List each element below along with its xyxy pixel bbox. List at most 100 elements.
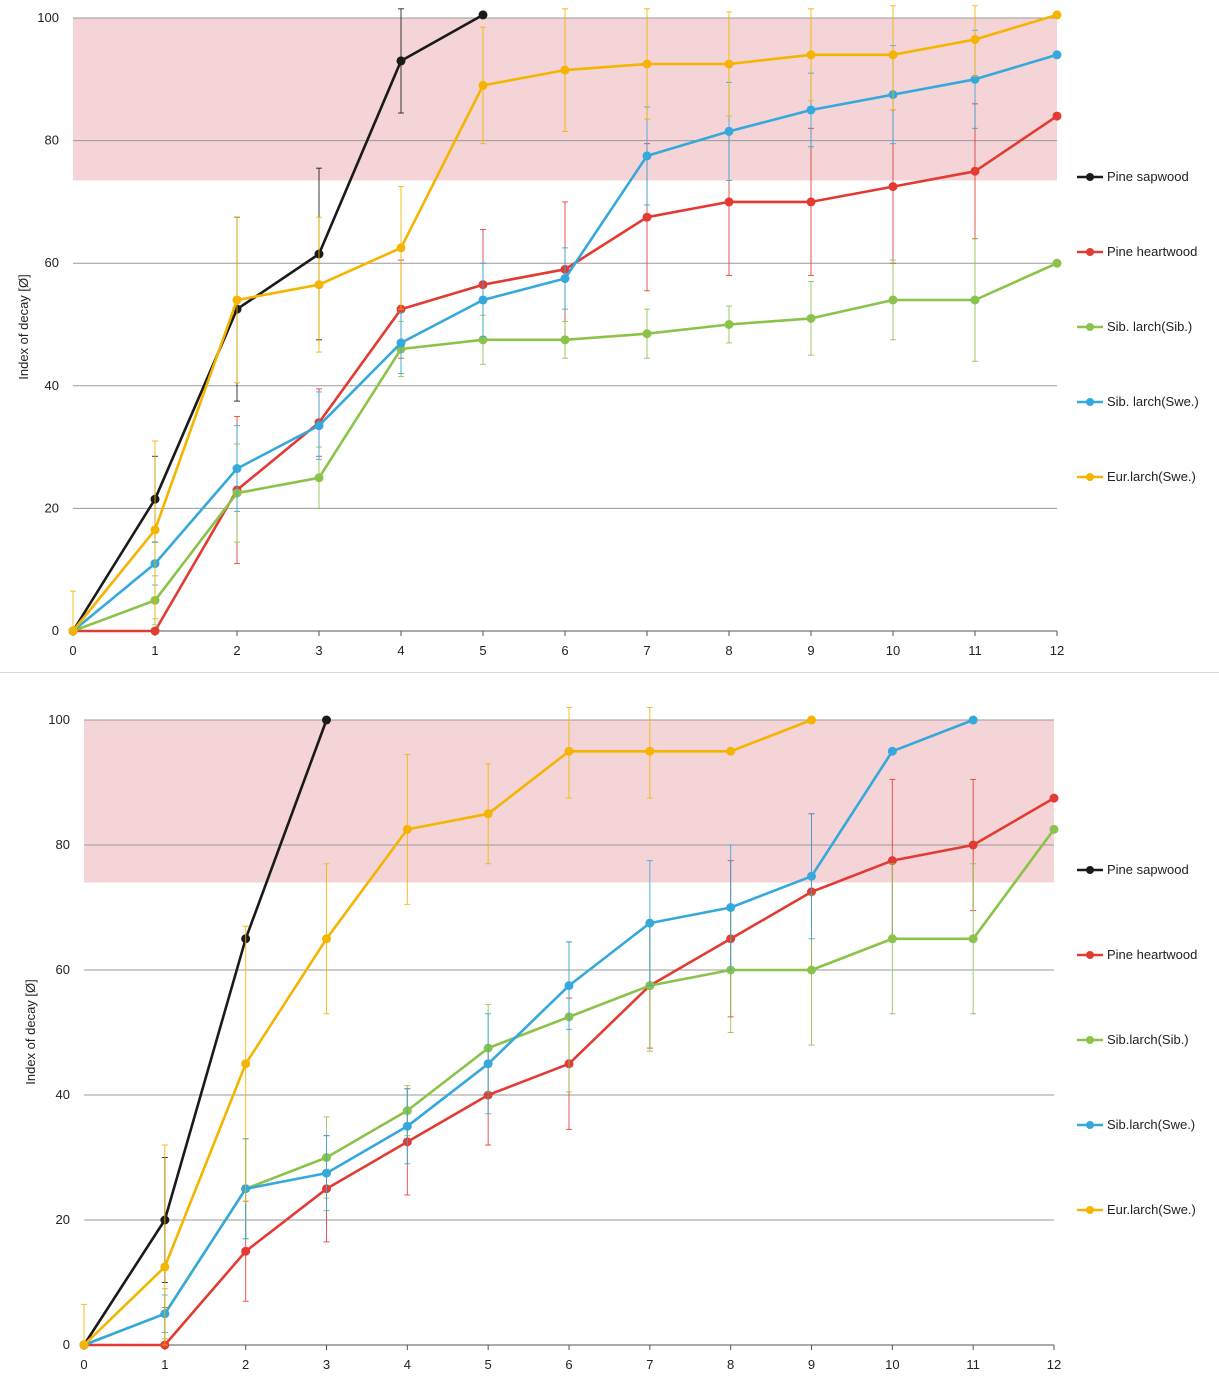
x-tick-label: 12 bbox=[1050, 643, 1064, 658]
data-point bbox=[560, 274, 570, 284]
data-point bbox=[642, 59, 652, 69]
data-point bbox=[726, 903, 736, 912]
series-line bbox=[83, 718, 974, 1347]
y-axis-title: Index of decay [Ø] bbox=[23, 979, 38, 1085]
data-point bbox=[806, 105, 816, 115]
legend-swatch-marker bbox=[1086, 473, 1094, 481]
legend-label: Eur.larch(Swe.) bbox=[1107, 1202, 1196, 1217]
data-point bbox=[887, 746, 897, 756]
series-2 bbox=[79, 824, 1059, 1350]
legend-swatch-marker bbox=[1086, 398, 1094, 406]
data-point bbox=[560, 335, 570, 345]
data-point bbox=[807, 715, 816, 725]
data-point bbox=[970, 166, 980, 176]
data-point bbox=[645, 746, 655, 756]
data-point bbox=[150, 525, 160, 535]
data-point bbox=[1052, 10, 1062, 20]
y-tick-label: 40 bbox=[45, 378, 59, 393]
series-4 bbox=[68, 5, 1062, 636]
data-point bbox=[478, 335, 488, 345]
legend-swatch-marker bbox=[1086, 1121, 1094, 1129]
legend-swatch-marker bbox=[1086, 173, 1094, 181]
data-point bbox=[806, 197, 816, 207]
data-point bbox=[970, 295, 980, 305]
data-point bbox=[968, 840, 978, 850]
data-point bbox=[887, 934, 897, 944]
data-point bbox=[724, 59, 734, 69]
data-point bbox=[478, 10, 488, 20]
series-line bbox=[83, 718, 812, 1346]
y-tick-label: 40 bbox=[56, 1087, 70, 1102]
x-tick-label: 12 bbox=[1047, 1357, 1061, 1372]
x-tick-label: 4 bbox=[397, 643, 404, 658]
data-point bbox=[645, 918, 655, 928]
data-point bbox=[970, 34, 980, 44]
series-4 bbox=[79, 707, 816, 1350]
data-point bbox=[314, 280, 324, 290]
legend-swatch-marker bbox=[1086, 951, 1094, 959]
data-point bbox=[79, 1340, 89, 1350]
x-tick-label: 3 bbox=[315, 643, 322, 658]
series-line bbox=[82, 719, 328, 1346]
data-point bbox=[483, 1059, 493, 1069]
y-tick-label: 20 bbox=[45, 500, 59, 515]
data-point bbox=[322, 715, 331, 725]
x-tick-label: 11 bbox=[966, 1357, 980, 1372]
data-point bbox=[807, 965, 816, 975]
series-line bbox=[73, 115, 1058, 633]
x-tick-label: 4 bbox=[404, 1357, 411, 1372]
data-point bbox=[241, 1246, 251, 1256]
data-point bbox=[402, 1121, 412, 1131]
y-tick-label: 80 bbox=[45, 133, 59, 148]
data-point bbox=[322, 1168, 331, 1178]
legend-swatch-marker bbox=[1086, 866, 1094, 874]
data-point bbox=[560, 65, 570, 75]
y-tick-label: 60 bbox=[45, 255, 59, 270]
legend-label: Pine heartwood bbox=[1107, 244, 1197, 259]
data-point bbox=[68, 626, 78, 636]
data-point bbox=[150, 626, 160, 636]
data-point bbox=[564, 746, 574, 756]
x-tick-label: 10 bbox=[885, 1357, 899, 1372]
data-point bbox=[564, 981, 574, 991]
x-tick-label: 7 bbox=[643, 643, 650, 658]
x-tick-label: 5 bbox=[485, 1357, 492, 1372]
legend-label: Pine heartwood bbox=[1107, 947, 1197, 962]
data-point bbox=[724, 126, 734, 136]
data-point bbox=[314, 421, 324, 431]
legend-label: Sib.larch(Swe.) bbox=[1107, 1117, 1195, 1132]
data-point bbox=[970, 74, 980, 84]
x-tick-label: 10 bbox=[886, 643, 900, 658]
x-tick-label: 6 bbox=[561, 643, 568, 658]
data-point bbox=[726, 746, 736, 756]
x-tick-label: 5 bbox=[479, 643, 486, 658]
data-point bbox=[806, 50, 816, 60]
data-point bbox=[396, 56, 406, 66]
legend-swatch-marker bbox=[1086, 1206, 1094, 1214]
y-tick-label: 0 bbox=[52, 623, 59, 638]
legend-label: Pine sapwood bbox=[1107, 862, 1189, 877]
series-3 bbox=[79, 715, 978, 1350]
data-point bbox=[396, 338, 406, 348]
data-point bbox=[968, 715, 978, 725]
data-point bbox=[642, 151, 652, 161]
data-point bbox=[1049, 824, 1059, 834]
legend-label: Sib.larch(Sib.) bbox=[1107, 1032, 1189, 1047]
data-point bbox=[478, 80, 488, 90]
data-point bbox=[1052, 50, 1062, 60]
data-point bbox=[642, 329, 652, 339]
x-tick-label: 1 bbox=[161, 1357, 168, 1372]
series-1 bbox=[68, 103, 1062, 636]
data-point bbox=[322, 934, 331, 944]
x-tick-label: 2 bbox=[242, 1357, 249, 1372]
y-tick-label: 80 bbox=[56, 837, 70, 852]
x-tick-label: 0 bbox=[69, 643, 76, 658]
y-tick-label: 0 bbox=[63, 1337, 70, 1352]
data-point bbox=[724, 320, 734, 329]
x-tick-label: 8 bbox=[727, 1357, 734, 1372]
x-tick-label: 2 bbox=[233, 643, 240, 658]
x-tick-label: 8 bbox=[725, 643, 732, 658]
